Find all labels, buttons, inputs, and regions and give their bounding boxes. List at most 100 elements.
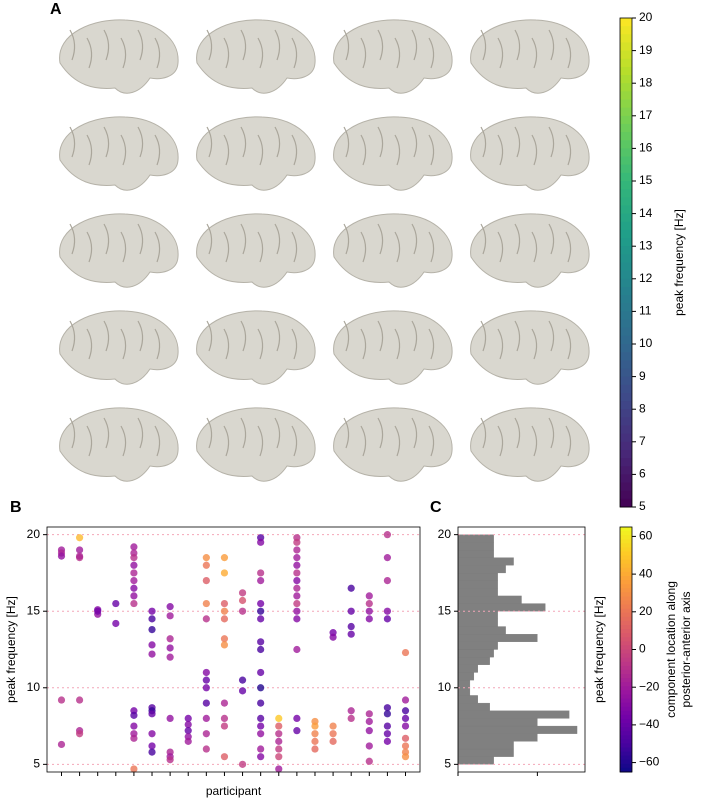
point (365, 727, 373, 735)
bar (457, 565, 506, 574)
colorbar-tick-label: 19 (639, 43, 653, 57)
point (57, 740, 66, 749)
brain-sulcus (360, 134, 367, 166)
colorbar-step (620, 596, 632, 601)
colorbar-step (620, 360, 632, 369)
colorbar-step (620, 34, 632, 43)
brain-sulcus (514, 320, 521, 352)
point (365, 592, 373, 600)
point (130, 561, 138, 569)
point (220, 569, 229, 577)
colorbar-step (620, 498, 632, 508)
point (383, 730, 392, 738)
bar (457, 634, 538, 642)
brain-sulcus (206, 320, 213, 352)
brain-sulcus (411, 126, 418, 158)
point (130, 599, 138, 608)
brain-sulcus (206, 29, 213, 61)
colorbar-tick-label: −20 (639, 679, 660, 693)
colorbar-step (620, 42, 632, 52)
colorbar-step (620, 710, 632, 716)
brain-sulcus (394, 231, 401, 263)
colorbar-tick-label: 0 (639, 642, 646, 656)
colorbar-step (620, 571, 632, 577)
brain-sulcus (480, 417, 487, 449)
bar (457, 534, 494, 543)
point (220, 599, 229, 608)
colorbar-step (620, 686, 632, 691)
colorbar-step (620, 441, 632, 451)
y-tick-label: 5 (33, 757, 40, 771)
point (347, 622, 355, 631)
point (257, 722, 265, 730)
bar (457, 649, 494, 658)
point (166, 714, 174, 723)
point (383, 704, 392, 712)
colorbar-step (620, 759, 632, 765)
brain-sulcus (394, 134, 401, 166)
colorbar-step (620, 641, 632, 646)
colorbar-step (620, 221, 632, 231)
colorbar-step (620, 653, 632, 659)
colorbar-step (620, 319, 632, 329)
colorbar-step (620, 649, 632, 655)
brain-sulcus (411, 320, 418, 352)
colorbar-tick-label: 10 (639, 336, 653, 350)
colorbar-step (620, 702, 632, 708)
point (75, 730, 84, 738)
panel-label: B (10, 499, 22, 516)
brain-sulcus (274, 223, 281, 255)
brain (333, 407, 453, 482)
colorbar-step (620, 567, 632, 573)
colorbar-step (620, 674, 632, 679)
bar (457, 626, 506, 635)
point (184, 737, 192, 745)
colorbar-tick-label: 14 (639, 206, 653, 220)
brain-sulcus (120, 37, 127, 69)
point (293, 561, 301, 569)
point (57, 552, 66, 560)
point (257, 745, 265, 753)
colorbar-step (620, 580, 632, 585)
colorbar-step (620, 620, 632, 626)
point (130, 734, 138, 742)
brain-sulcus (274, 320, 281, 352)
point (293, 546, 301, 554)
colorbar-step (620, 555, 632, 561)
brain-sulcus (291, 328, 298, 360)
y-tick-label: 10 (438, 680, 452, 694)
point (220, 615, 229, 623)
point (293, 615, 301, 623)
point (383, 710, 392, 718)
point (257, 645, 265, 654)
colorbar-step (620, 543, 632, 548)
brain (196, 213, 316, 288)
point (257, 638, 265, 646)
point (329, 730, 337, 738)
colorbar-step (620, 384, 632, 394)
brain-sulcus (274, 29, 281, 61)
brain (59, 310, 179, 385)
brain-sulcus (565, 134, 572, 166)
bar (457, 756, 494, 765)
point (238, 687, 247, 695)
brain-sulcus (411, 223, 418, 255)
point (383, 531, 392, 539)
colorbar-step (620, 723, 632, 728)
point (57, 696, 66, 704)
bar (457, 741, 514, 750)
brain-sulcus (531, 328, 538, 360)
colorbar-step (620, 286, 632, 296)
colorbar-step (620, 181, 632, 190)
brain-sulcus (428, 231, 435, 263)
brain-sulcus (343, 320, 350, 352)
brain-sulcus (154, 134, 161, 166)
brain-sulcus (343, 417, 350, 449)
point (75, 546, 84, 554)
colorbar-step (620, 527, 632, 532)
brain-sulcus (548, 223, 555, 255)
point (184, 714, 192, 723)
brain-sulcus (291, 37, 298, 69)
colorbar-step (620, 588, 632, 593)
brain-sulcus (103, 126, 110, 158)
